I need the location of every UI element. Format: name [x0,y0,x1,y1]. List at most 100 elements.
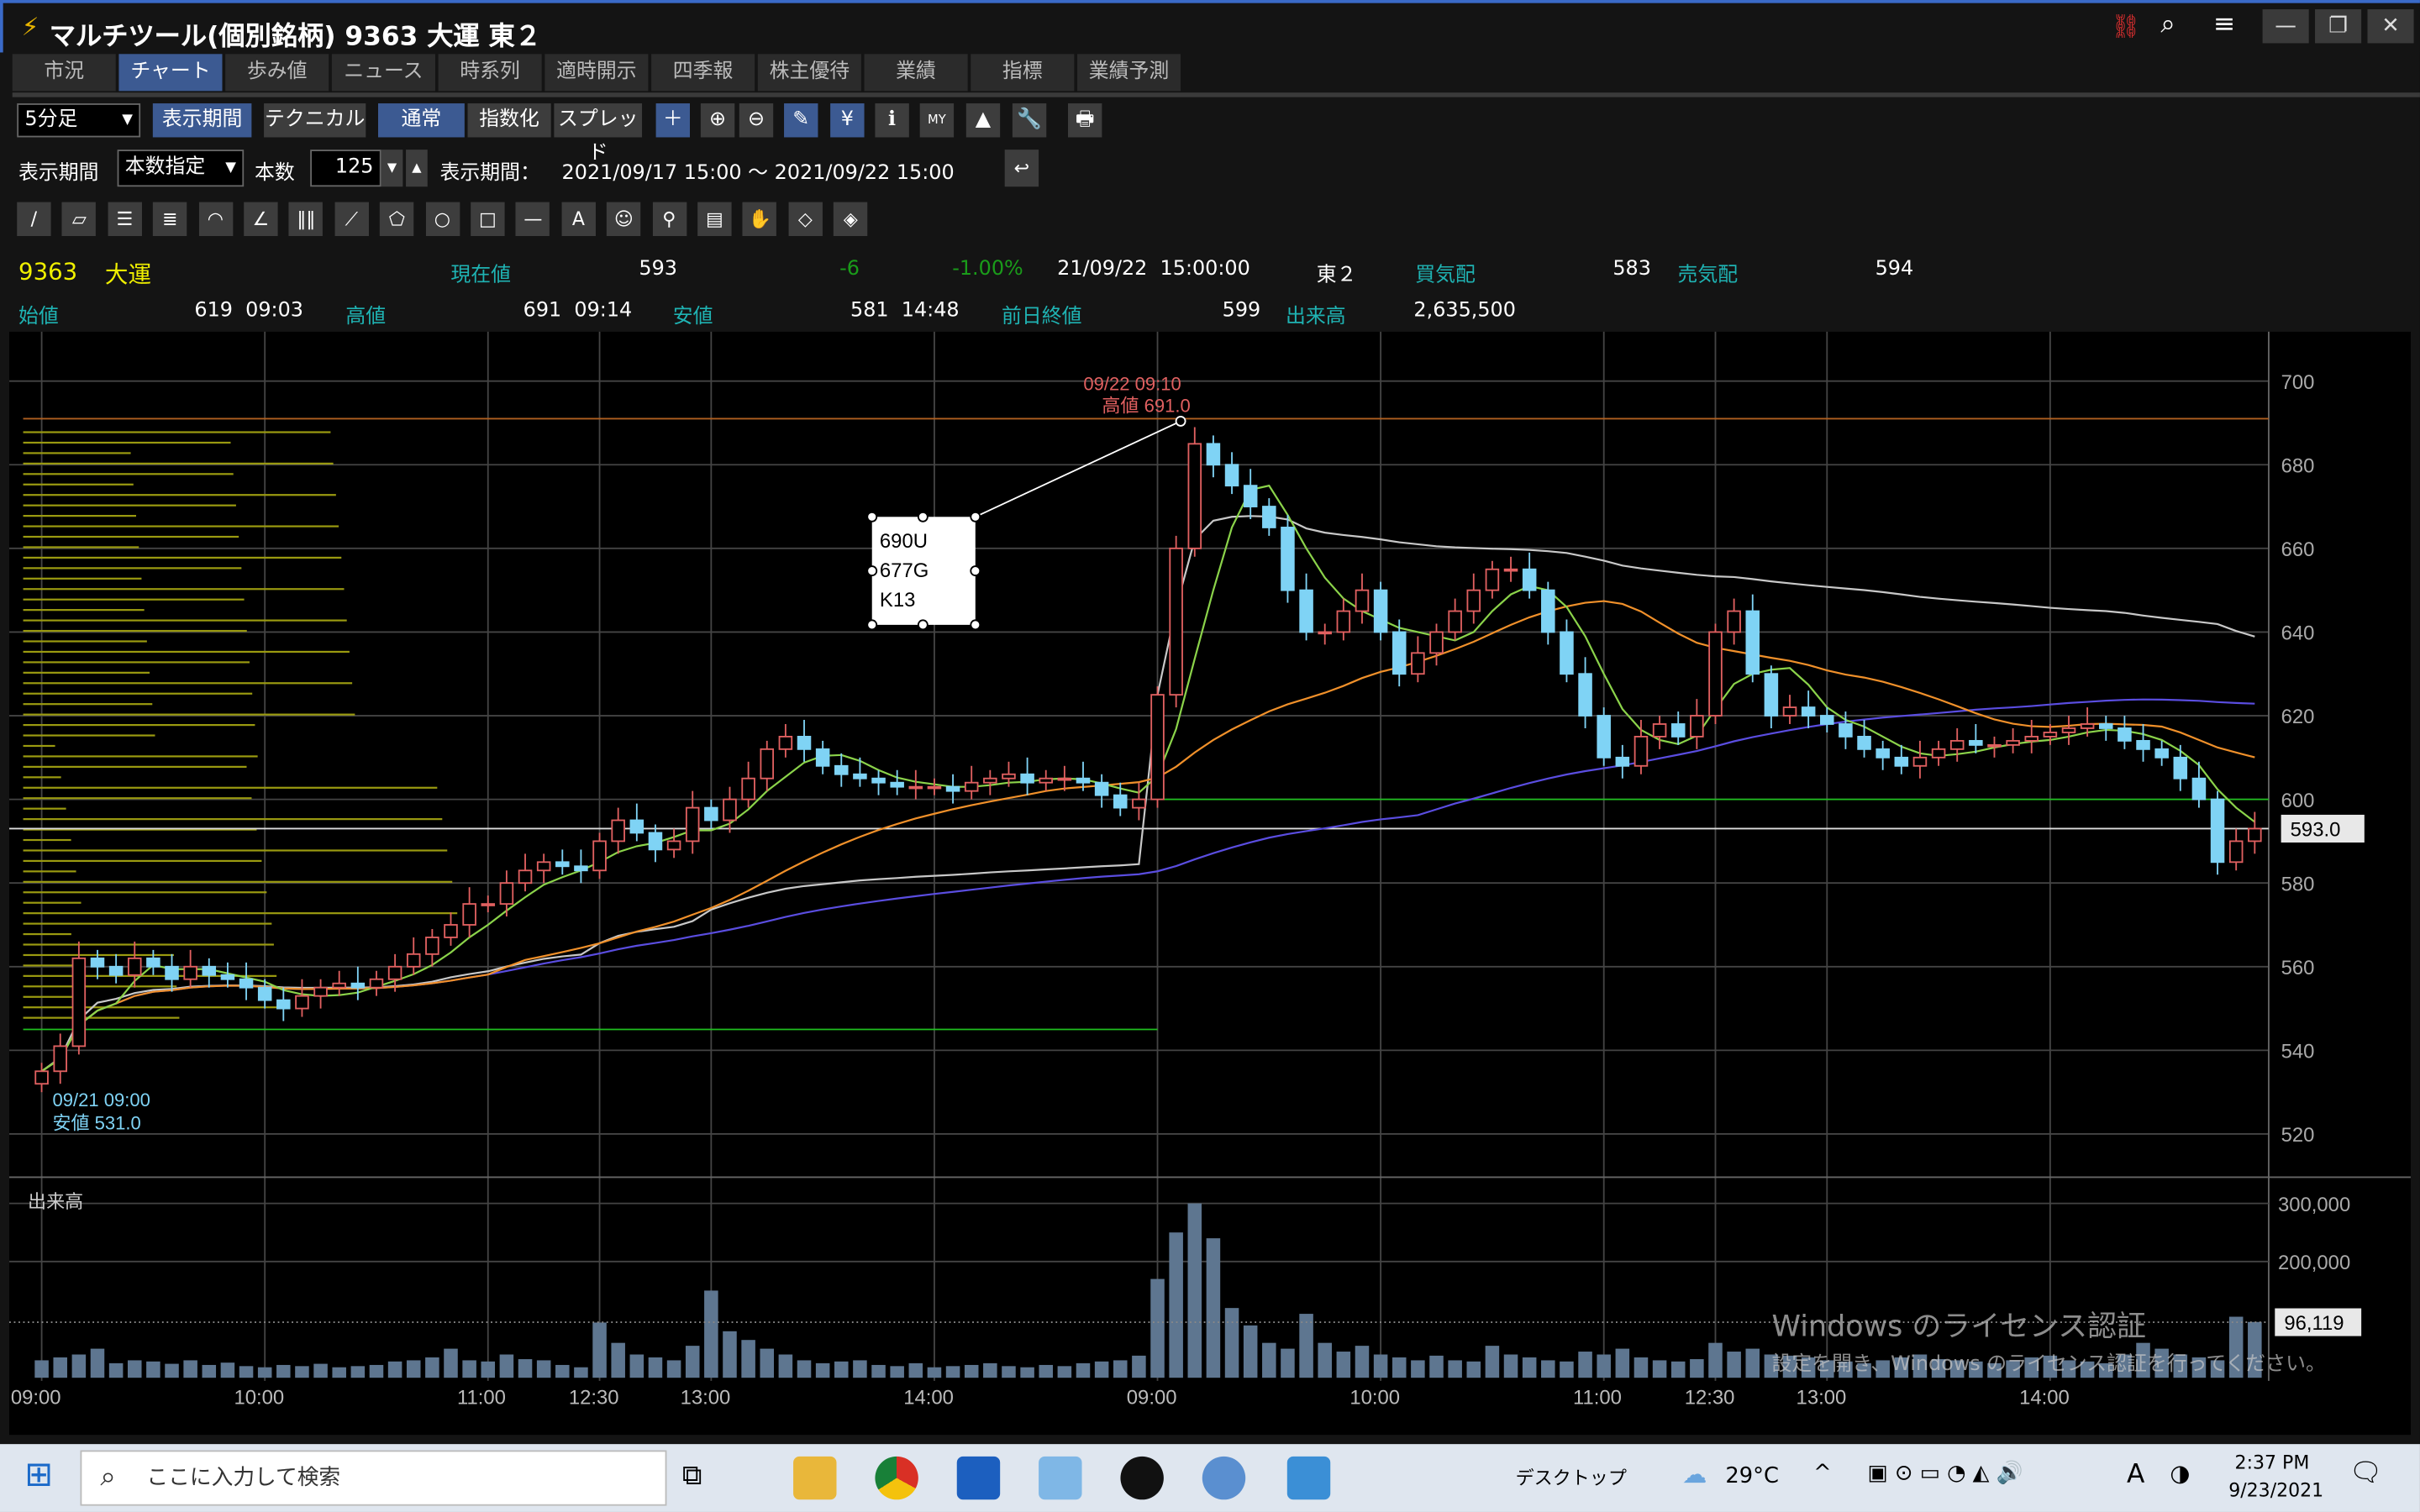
tab-3[interactable]: ニュース [331,54,435,92]
area-chart-icon[interactable]: ▲ [965,103,1001,138]
interval-value: 5分足 [24,108,78,132]
tab-5[interactable]: 適時開示 [544,54,649,92]
tab-10[interactable]: 業績予測 [1077,54,1181,92]
horizontal-lines-icon[interactable]: ☰ [108,202,142,237]
count-down-button[interactable]: ▼ [381,150,403,187]
tab-4[interactable]: 時系列 [438,54,542,92]
info-icon[interactable]: ℹ [875,103,909,138]
ime-indicator[interactable]: A [2126,1459,2145,1491]
high-value: 691 09:14 [523,299,633,323]
marker-icon[interactable]: ⚲ [652,202,687,237]
remote-desktop-icon[interactable] [1039,1456,1082,1500]
link-icon[interactable]: ⛓ [2111,12,2141,40]
count-input[interactable]: 125 [310,150,381,187]
chrome-icon[interactable] [875,1456,918,1500]
search-icon[interactable]: ⌕ [2160,9,2175,40]
print-icon[interactable]: 🖶 [1067,103,1102,138]
period-mode-select[interactable]: 本数指定 ▼ [117,150,245,187]
pentagon-icon[interactable]: ⬠ [380,202,414,237]
trading-app-icon[interactable] [1120,1456,1164,1500]
indexed-button[interactable]: 指数化 [467,103,551,138]
rectangle-icon[interactable]: □ [471,202,505,237]
vertical-lines-icon[interactable]: ‖‖ [289,202,324,237]
note-resize-handle[interactable] [866,619,878,631]
note-resize-handle[interactable] [866,565,878,577]
weather-temp[interactable]: 29°C [1725,1464,1779,1489]
tab-1[interactable]: チャート [118,54,223,92]
chart-note-box[interactable] [871,517,976,625]
task-view-icon[interactable]: ⧉ [681,1459,702,1493]
tab-8[interactable]: 業績 [864,54,968,92]
stamp-icon[interactable]: ☺ [607,202,641,237]
desktop-toolbar[interactable]: デスクトップ [1515,1467,1627,1489]
restore-button[interactable]: ❐ [2315,9,2362,44]
windows-start-icon[interactable]: ⊞ [24,1456,54,1495]
spread-button[interactable]: スプレッド [554,103,643,165]
copy-icon[interactable]: ▤ [697,202,732,237]
volume-profile-bar [23,880,453,883]
display-period-button[interactable]: 表示期間 [152,103,252,138]
tab-9[interactable]: 指標 [971,54,1075,92]
candle [1281,527,1295,591]
note-resize-handle[interactable] [970,565,981,577]
volume-profile-bar [23,535,239,538]
zoom-out-icon[interactable]: ⊖ [739,103,774,138]
low-value: 581 14:48 [850,299,960,323]
tab-7[interactable]: 株主優待 [757,54,861,92]
volume-profile-bar [23,734,155,737]
trendline-icon[interactable]: / [17,202,51,237]
close-button[interactable]: ✕ [2367,9,2414,44]
volume-bar [1392,1357,1407,1378]
eraser-icon[interactable]: ◇ [788,202,823,237]
channel-icon[interactable]: ▱ [62,202,97,237]
note-resize-handle[interactable] [970,619,981,631]
fibonacci-arc-icon[interactable]: ◠ [198,202,233,237]
circle-icon[interactable]: ○ [425,202,460,237]
note-resize-handle[interactable] [970,511,981,522]
eraser-all-icon[interactable]: ◈ [834,202,868,237]
note-resize-handle[interactable] [917,619,929,631]
taskbar-search-input[interactable]: ⌕ ここに入力して検索 [80,1450,667,1506]
note-resize-handle[interactable] [917,511,929,522]
tray-icons[interactable]: ▣ ⊙ ▭ ◔ ◭ 🔊 [1867,1461,2023,1486]
pencil-icon[interactable]: ✎ [784,103,818,138]
note-resize-handle[interactable] [866,511,878,522]
reset-period-icon[interactable]: ↩ [1004,150,1039,187]
menu-icon[interactable]: ≡ [2212,9,2236,40]
notification-icon[interactable]: 🗨 [2349,1457,2383,1489]
interval-select[interactable]: 5分足 ▼ [17,103,141,138]
tab-0[interactable]: 市況 [12,54,116,92]
clock-date[interactable]: 9/23/2021 [2228,1479,2324,1502]
my-chart-icon[interactable]: MY [919,103,955,138]
crosshair-icon[interactable]: ＋ [655,103,691,138]
text-icon[interactable]: A [561,202,596,237]
app-icon[interactable] [956,1456,1001,1500]
zoom-in-icon[interactable]: ⊕ [700,103,735,138]
multi-lines-icon[interactable]: ≣ [153,202,187,237]
horizontal-line-icon[interactable]: — [516,202,550,237]
clock-time[interactable]: 2:37 PM [2234,1452,2310,1474]
count-up-button[interactable]: ▲ [406,150,428,187]
volume-bar [146,1361,160,1378]
tab-2[interactable]: 歩み値 [225,54,329,92]
yen-icon[interactable]: ¥ [830,103,865,138]
gann-fan-icon[interactable]: ∠ [244,202,278,237]
minimize-button[interactable]: — [2262,9,2309,44]
fan-icon[interactable]: ⟋ [334,202,369,237]
chevron-up-icon[interactable]: ^ [1813,1461,1832,1486]
tab-6[interactable]: 四季報 [651,54,755,92]
normal-button[interactable]: 通常 [377,103,465,138]
candle [1132,798,1146,809]
hand-icon[interactable]: ✋ [743,202,777,237]
volume-profile-bar [23,901,82,904]
sync-app-icon[interactable] [1202,1456,1246,1500]
candle [2099,723,2113,729]
ime-mode-icon[interactable]: ◑ [2170,1459,2191,1488]
note-anchor-handle[interactable] [1175,415,1186,427]
wrench-icon[interactable]: 🔧 [1012,103,1047,138]
technical-button[interactable]: テクニカル [264,103,366,138]
file-explorer-icon[interactable] [793,1456,837,1500]
photos-icon[interactable] [1286,1456,1331,1500]
volume-bar [1150,1278,1165,1378]
